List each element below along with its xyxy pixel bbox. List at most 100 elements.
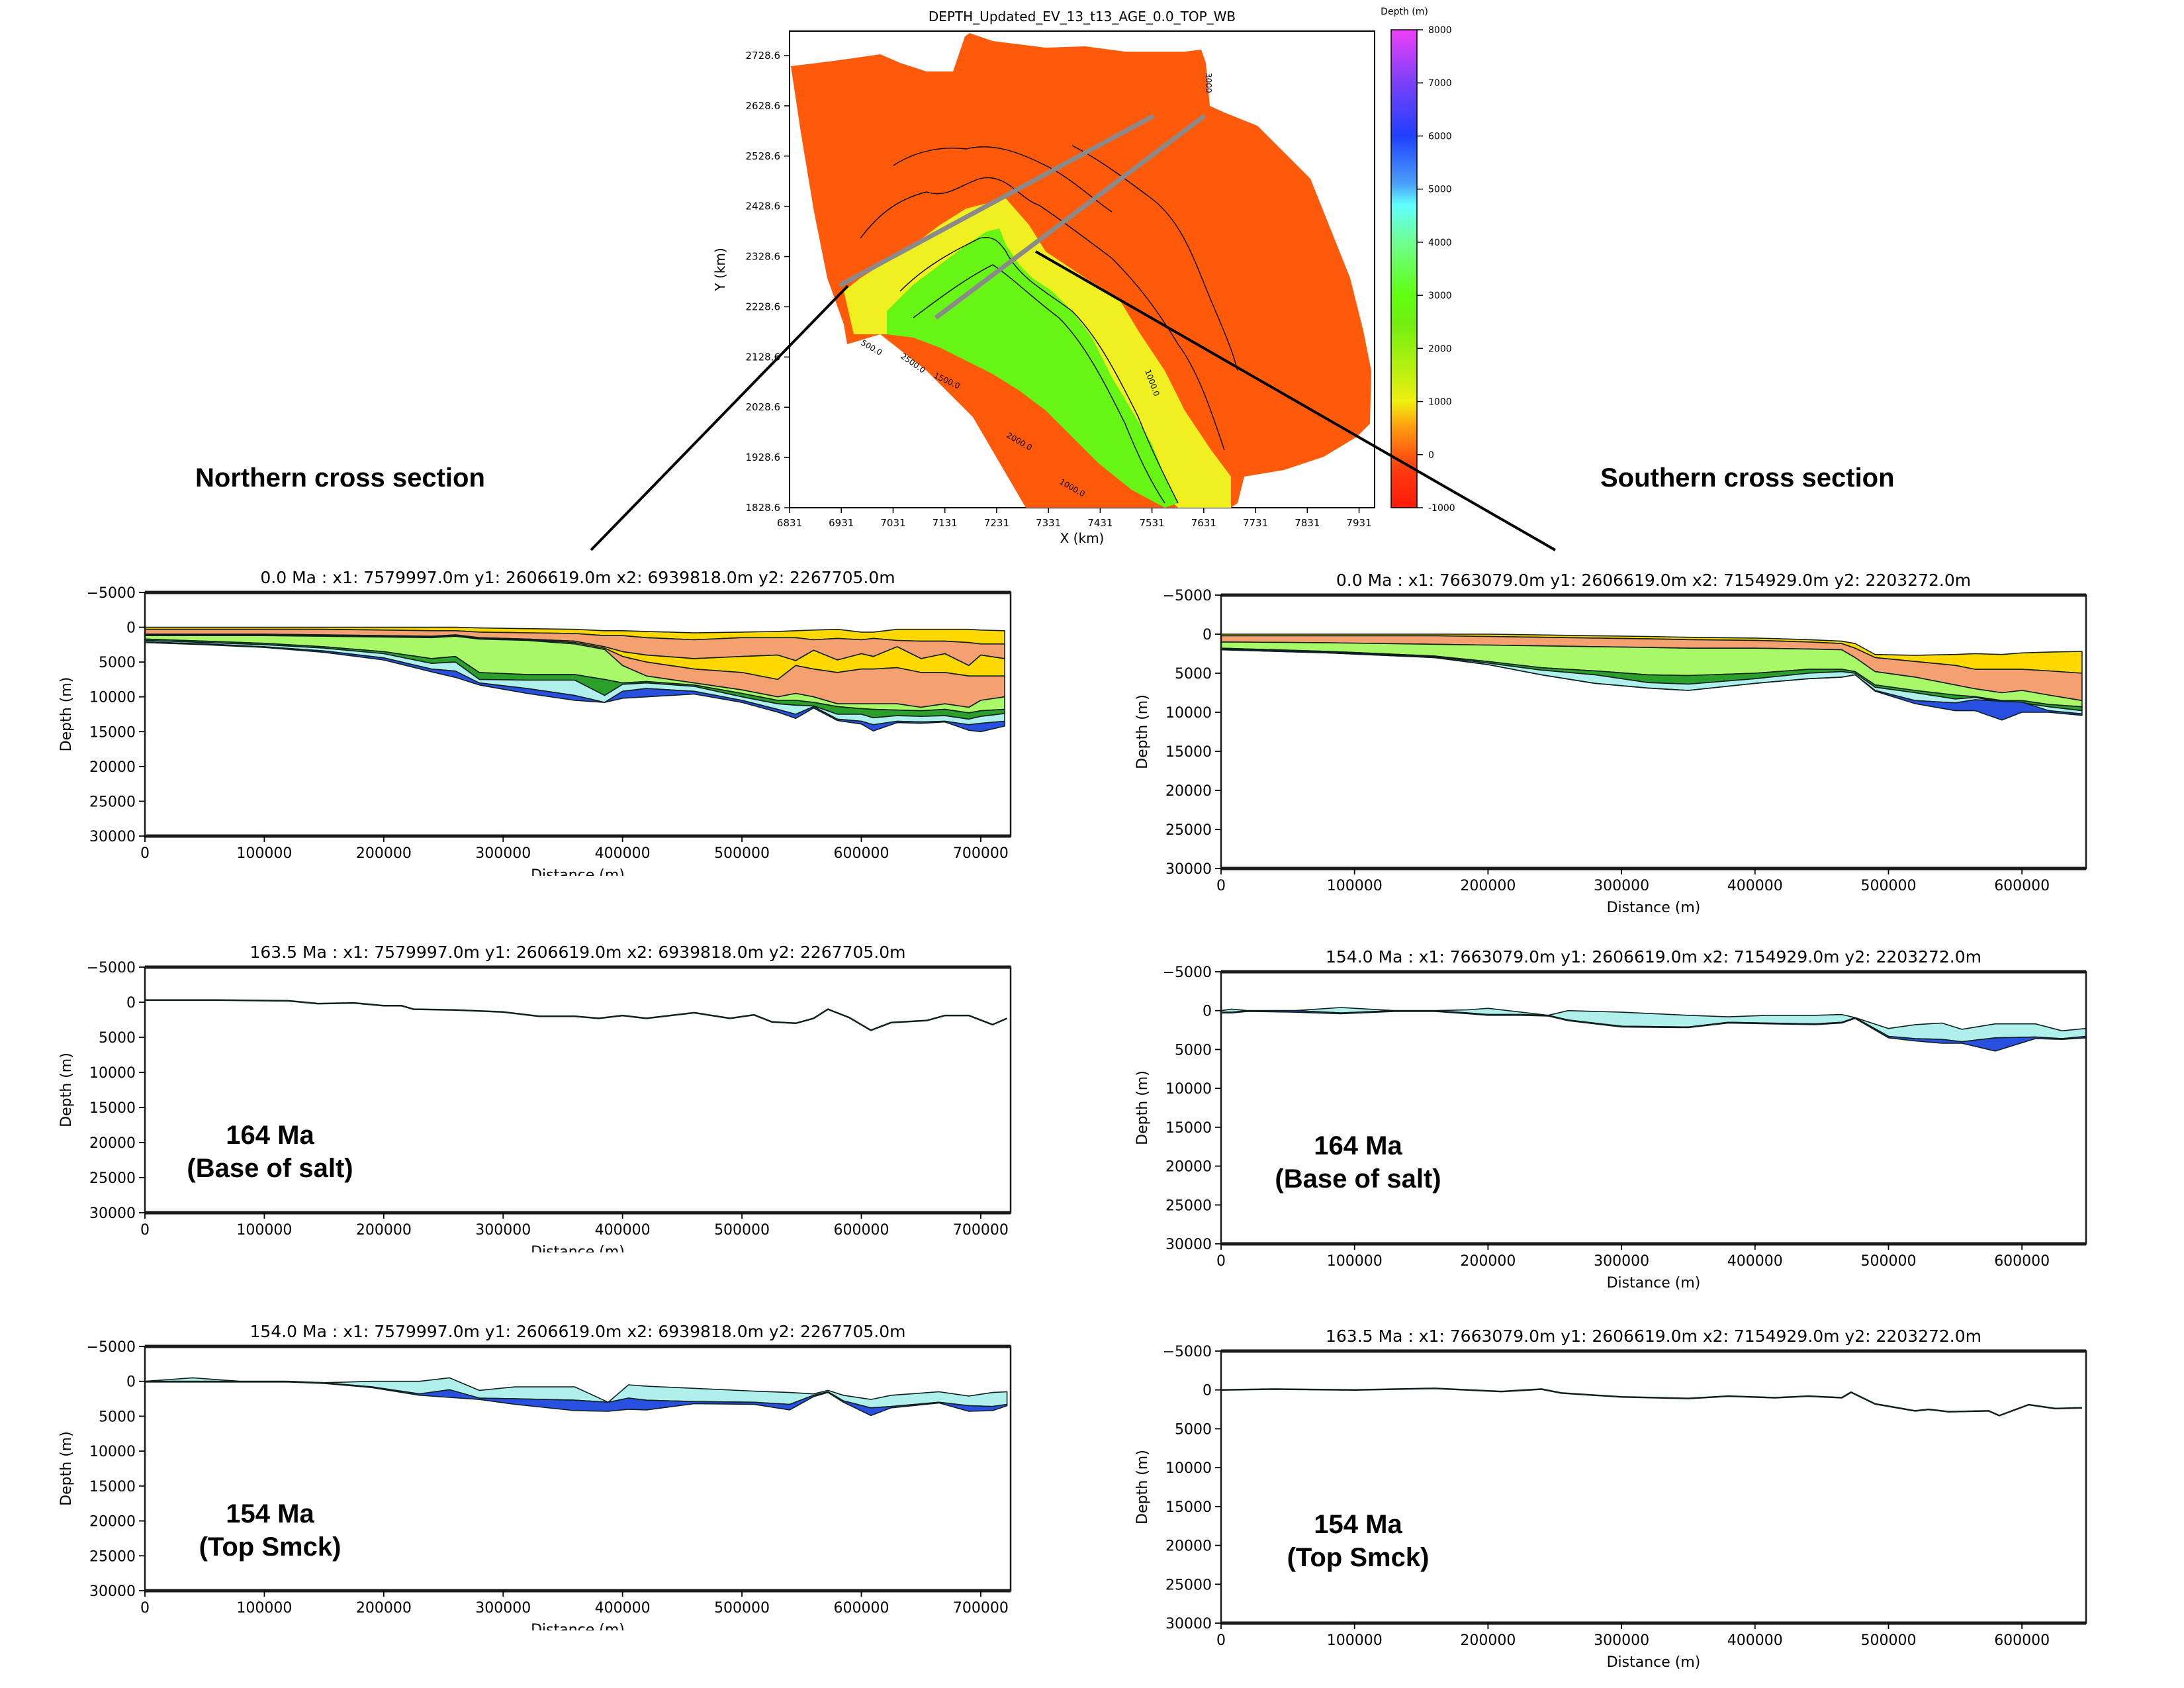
horizon-line (1221, 1387, 2082, 1417)
colorbar-tick-label: 4000 (1428, 238, 1452, 248)
chart-title: 0.0 Ma : x1: 7579997.0m y1: 2606619.0m x… (260, 568, 895, 587)
map-y-tick-label: 2128.6 (746, 351, 781, 363)
map-x-tick-label: 7631 (1191, 517, 1216, 529)
y-tick-label: 5000 (99, 1409, 136, 1425)
y-tick-label: 0 (1203, 1383, 1212, 1399)
y-tick-label: 25000 (89, 1170, 136, 1187)
x-tick-label: 0 (140, 1600, 150, 1617)
y-tick-label: 15000 (89, 1479, 136, 1495)
y-tick-label: 15000 (1165, 1499, 1212, 1516)
map-y-tick-label: 1928.6 (746, 451, 781, 463)
plot-area (1221, 1007, 2086, 1052)
map-x-tick-label: 6931 (829, 517, 854, 529)
northern-heading: Northern cross section (195, 463, 485, 492)
y-axis-label: Depth (m) (1134, 1450, 1151, 1524)
x-tick-label: 0 (1216, 1253, 1226, 1270)
x-tick-label: 600000 (833, 845, 889, 862)
annotation-north-163: 164 Ma (Base of salt) (177, 1119, 363, 1185)
annotation-horizon: (Top Smck) (199, 1532, 341, 1562)
chart-south-163: 163.5 Ma : x1: 7663079.0m y1: 2606619.0m… (1134, 1327, 2087, 1671)
plot-area (145, 1377, 1008, 1417)
annotation-south-163: 154 Ma (Top Smck) (1265, 1508, 1451, 1574)
y-tick-label: 20000 (1165, 1159, 1212, 1176)
y-axis-label: Depth (m) (1134, 694, 1151, 769)
y-tick-label: 25000 (1165, 1577, 1212, 1593)
y-tick-label: 30000 (1165, 1237, 1212, 1253)
x-tick-label: 300000 (1594, 1632, 1649, 1649)
y-tick-label: 20000 (89, 1135, 136, 1152)
colorbar-gradient (1390, 29, 1418, 508)
chart-north-154: 154.0 Ma : x1: 7579997.0m y1: 2606619.0m… (58, 1322, 1012, 1630)
chart-frame (1220, 1350, 2087, 1624)
x-tick-label: 600000 (1994, 1632, 2050, 1649)
depth-map: DEPTH_Updated_EV_13_t13_AGE_0.0_TOP_WB (712, 9, 1375, 546)
map-surface (791, 33, 1371, 508)
y-tick-label: 10000 (1165, 1081, 1212, 1098)
y-tick-label: 10000 (89, 690, 136, 706)
map-y-tick-label: 2428.6 (746, 201, 781, 212)
x-tick-label: 500000 (714, 845, 770, 862)
colorbar-ticks: 8000 7000 6000 5000 4000 3000 2000 1000 0 -1000 (1417, 25, 1455, 514)
annotation-horizon: (Base of salt) (1275, 1164, 1441, 1194)
x-tick-label: 100000 (1327, 1253, 1383, 1270)
y-tick-label: 25000 (1165, 1197, 1212, 1214)
x-tick-label: 300000 (475, 845, 531, 862)
map-y-axis: 2728.6 2628.6 2528.6 2428.6 2328.6 2228.6 2128… (746, 50, 790, 514)
map-y-tick-label: 1828.6 (746, 502, 781, 514)
chart-title: 163.5 Ma : x1: 7579997.0m y1: 2606619.0m… (250, 943, 905, 962)
annotation-age: 164 Ma (226, 1121, 314, 1150)
x-tick-label: 100000 (236, 1600, 292, 1617)
x-tick-label: 600000 (833, 1600, 889, 1617)
map-y-label: Y (km) (712, 248, 728, 291)
y-axis-label: Depth (m) (58, 1431, 75, 1506)
x-tick-label: 300000 (475, 1222, 531, 1239)
y-tick-label: −5000 (87, 585, 136, 602)
colorbar-tick-label: 0 (1428, 450, 1434, 461)
chart-title: 154.0 Ma : x1: 7663079.0m y1: 2606619.0m… (1326, 947, 1981, 966)
chart-north-163: 163.5 Ma : x1: 7579997.0m y1: 2606619.0m… (58, 943, 1012, 1252)
colorbar-tick-label: 6000 (1428, 131, 1452, 142)
x-tick-label: 200000 (1460, 1632, 1516, 1649)
y-tick-label: 0 (126, 620, 136, 637)
horizon-line (145, 999, 1008, 1031)
y-tick-label: 15000 (89, 724, 136, 741)
southern-heading: Southern cross section (1600, 463, 1895, 492)
y-axis-label: Depth (m) (58, 1053, 75, 1127)
map-x-tick-label: 7431 (1087, 517, 1113, 529)
cross-section-panels: 0.0 Ma : x1: 7579997.0m y1: 2606619.0m x… (58, 568, 2087, 1671)
y-tick-label: 30000 (89, 1205, 136, 1222)
map-y-tick-label: 2528.6 (746, 150, 781, 162)
x-tick-label: 400000 (595, 1222, 651, 1239)
map-x-tick-label: 7931 (1346, 517, 1371, 529)
annotation-horizon: (Base of salt) (187, 1154, 353, 1183)
annotation-age: 164 Ma (1314, 1131, 1402, 1160)
map-y-tick-label: 2628.6 (746, 100, 781, 112)
y-tick-label: 5000 (99, 1030, 136, 1047)
y-tick-label: −5000 (87, 960, 136, 976)
annotation-horizon: (Top Smck) (1287, 1543, 1430, 1572)
y-tick-label: 5000 (1175, 1042, 1212, 1058)
chart-title: 0.0 Ma : x1: 7663079.0m y1: 2606619.0m x… (1336, 571, 1971, 590)
colorbar: Depth (m) 8000 7000 6000 5000 4000 3000 2000 10… (1381, 7, 1455, 514)
colorbar-tick-label: 7000 (1428, 78, 1452, 89)
map-title: DEPTH_Updated_EV_13_t13_AGE_0.0_TOP_WB (929, 9, 1236, 24)
annotation-north-154: 154 Ma (Top Smck) (177, 1497, 363, 1564)
plot-area (1221, 633, 2083, 721)
colorbar-tick-label: 3000 (1428, 291, 1452, 301)
y-tick-label: 30000 (89, 829, 136, 845)
contour-label: 3000 (1204, 73, 1213, 93)
map-x-tick-label: 7831 (1295, 517, 1320, 529)
layer-blue (145, 1380, 1008, 1417)
x-tick-label: 400000 (595, 845, 651, 862)
northern-connector-line (590, 285, 849, 551)
y-tick-label: 10000 (1165, 1460, 1212, 1477)
x-tick-label: 0 (140, 845, 150, 862)
x-tick-label: 200000 (1460, 878, 1516, 894)
x-axis-label: Distance (m) (1607, 900, 1701, 916)
map-x-tick-label: 7331 (1036, 517, 1061, 529)
x-tick-label: 300000 (1594, 878, 1649, 894)
layer-blue (145, 641, 1005, 733)
x-tick-label: 600000 (1994, 1253, 2050, 1270)
y-tick-label: 0 (1203, 1004, 1212, 1020)
x-tick-label: 0 (1216, 1632, 1226, 1649)
